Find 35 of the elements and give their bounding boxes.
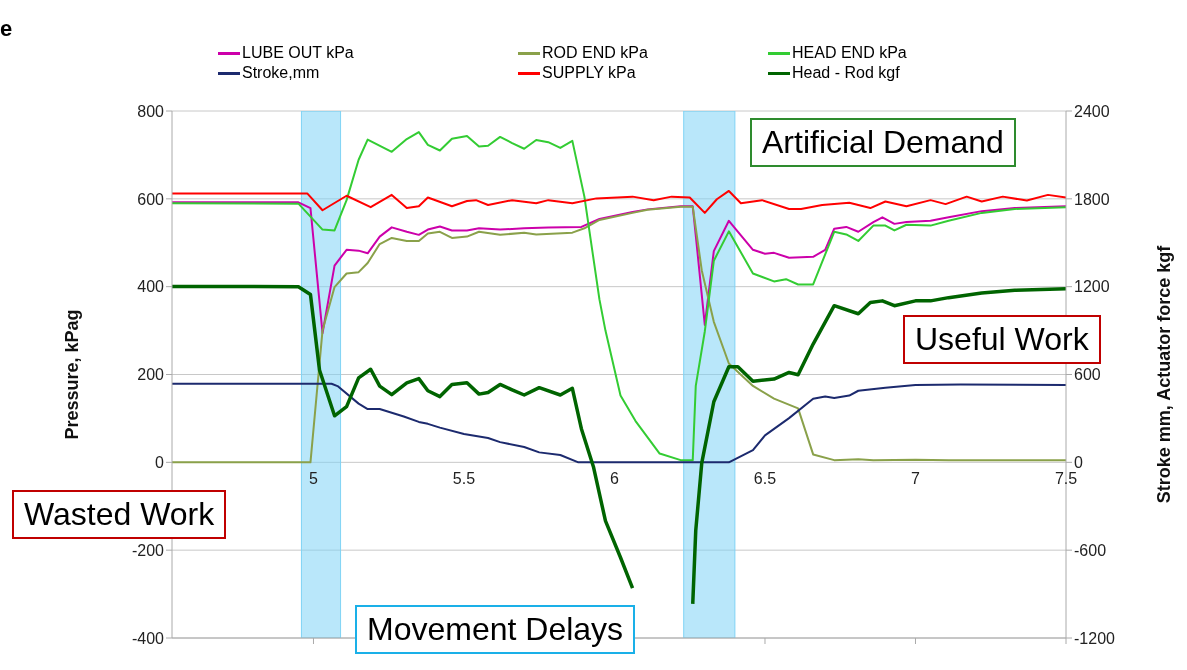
annotation: Useful Work [903,315,1101,364]
legend-label: Head - Rod kgf [792,64,900,82]
line-series [172,189,1066,214]
y-tick-label: 400 [137,278,165,296]
x-tick-label: 5.5 [452,470,476,488]
legend-label: LUBE OUT kPa [242,44,354,62]
y-tick-label: 200 [137,366,165,384]
legend-label: SUPPLY kPa [542,64,636,82]
annotation: Artificial Demand [750,118,1016,167]
text: e [0,16,13,42]
y2-tick-label: 1200 [1074,278,1110,296]
y2-tick-label: -600 [1074,541,1107,559]
y-tick-label: 600 [137,190,165,208]
y-tick-label: 0 [155,454,165,472]
annotation: Movement Delays [355,605,636,654]
x-tick-label: 7.5 [1054,470,1078,488]
y-tick-label: -200 [131,541,165,559]
legend-label: HEAD END kPa [792,44,907,62]
x-tick-label: 7 [911,470,921,488]
y2-tick-label: 600 [1074,366,1101,384]
y-tick-label: 800 [137,102,165,120]
y-axis-title: Pressure, kPag [62,309,83,440]
legend-label: ROD END kPa [542,44,648,62]
x-tick-label: 6.5 [753,470,777,488]
line-series [172,382,1066,464]
y-tick-label: -400 [131,629,165,647]
y2-tick-label: -1200 [1074,629,1116,647]
x-tick-label: 5 [309,470,319,488]
x-tick-label: 6 [610,470,620,488]
annotation: Wasted Work [12,490,227,539]
y2-tick-label: 1800 [1074,190,1110,208]
y2-tick-label: 2400 [1074,102,1110,120]
legend-label: Stroke,mm [242,64,320,82]
y2-axis-title: Stroke mm, Actuator force kgf [1154,244,1175,504]
y2-tick-label: 0 [1074,454,1083,472]
